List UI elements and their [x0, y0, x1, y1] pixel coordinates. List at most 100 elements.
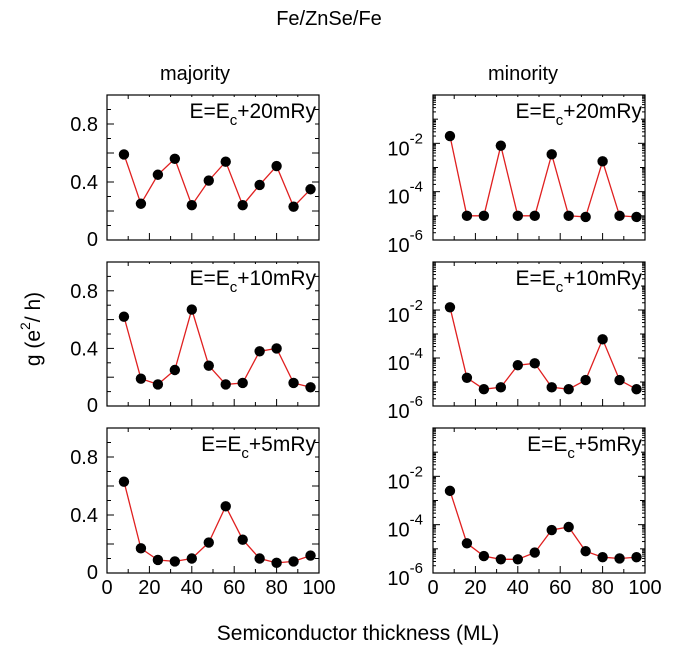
annotation-bg: [465, 264, 641, 292]
x-axis-label: Semiconductor thickness (ML): [217, 622, 499, 645]
data-point: [237, 534, 248, 545]
data-point: [271, 557, 282, 569]
data-point: [546, 382, 557, 393]
y-tick-label: 0.8: [70, 447, 98, 469]
data-point: [631, 552, 642, 563]
data-point: [220, 501, 231, 512]
series-line: [123, 307, 311, 388]
column-label-minority: minority: [488, 63, 558, 85]
energy-annotation: E=Ec+5mRy: [201, 433, 316, 462]
y-tick-label: 0.8: [70, 281, 98, 303]
data-point: [203, 175, 214, 186]
data-point: [597, 156, 608, 167]
data-point: [152, 554, 164, 566]
data-point: [288, 377, 299, 389]
data-point: [271, 160, 282, 172]
data-point: [305, 550, 316, 561]
energy-annotation: E=Ec+20mRy: [189, 100, 316, 129]
data-point: [444, 130, 456, 142]
data-point: [254, 179, 265, 191]
series-line: [449, 135, 637, 218]
data-point: [237, 377, 248, 389]
x-tick-label: 60: [549, 577, 571, 599]
annotation-bg: [139, 97, 315, 125]
data-point: [478, 384, 490, 395]
data-point: [529, 358, 540, 369]
data-point: [461, 538, 473, 549]
data-point: [444, 485, 456, 497]
data-point: [631, 211, 642, 223]
data-point: [186, 304, 197, 315]
data-point: [118, 149, 130, 160]
data-point: [529, 547, 540, 558]
data-point: [546, 149, 557, 160]
y-tick-label: 10-2: [387, 297, 423, 327]
data-point: [495, 554, 507, 565]
energy-annotation: E=Ec+10mRy: [515, 267, 642, 296]
x-tick-label: 80: [591, 577, 613, 599]
data-point: [614, 374, 625, 386]
data-point: [512, 210, 523, 222]
y-tick-label: 0.4: [70, 172, 98, 194]
data-point: [563, 521, 574, 533]
data-point: [135, 198, 147, 209]
data-point: [631, 384, 642, 395]
series-line: [449, 490, 637, 560]
y-tick-label: 10-2: [387, 463, 423, 493]
data-point: [169, 556, 181, 567]
y-tick-label: 0: [87, 229, 98, 251]
data-point: [305, 184, 316, 195]
data-point: [254, 346, 265, 357]
data-point: [597, 334, 608, 345]
figure-title: Fe/ZnSe/Fe: [276, 8, 382, 30]
panel-minority-middle: 10-6 10-4 10-2 E=Ec+10mRy: [387, 261, 646, 423]
data-point: [135, 373, 147, 384]
y-tick-label: 0.4: [70, 338, 98, 360]
data-point: [478, 550, 490, 562]
data-point: [495, 140, 507, 151]
data-point: [220, 379, 231, 390]
x-tick-label: 100: [628, 577, 661, 599]
y-tick-label: 10-2: [387, 130, 423, 160]
x-tick-label: 80: [265, 577, 287, 599]
series-line: [449, 307, 637, 390]
data-point: [444, 302, 456, 313]
data-point: [152, 379, 164, 390]
data-point: [546, 524, 557, 536]
annotation-bg: [139, 430, 315, 458]
data-point: [597, 552, 608, 563]
data-point: [237, 200, 248, 211]
x-tick-label: 0: [427, 577, 438, 599]
y-tick-label: 10-6: [387, 393, 423, 423]
data-point: [152, 169, 164, 180]
data-point: [512, 554, 523, 565]
x-tick-label: 0: [101, 577, 112, 599]
x-tick-label: 40: [181, 577, 203, 599]
x-tick-label: 20: [138, 577, 160, 599]
series-line: [123, 481, 311, 564]
data-point: [529, 210, 540, 222]
panel-minority-top: 10-6 10-4 10-2 E=Ec+20mRy: [387, 94, 646, 257]
data-point: [169, 153, 181, 164]
y-tick-label: 10-6: [387, 560, 423, 590]
x-tick-label: 60: [223, 577, 245, 599]
data-point: [614, 210, 625, 222]
data-point: [614, 553, 625, 564]
data-point: [186, 553, 197, 564]
data-point: [580, 211, 591, 223]
y-tick-label: 0: [87, 395, 98, 417]
x-tick-label: 20: [464, 577, 486, 599]
data-point: [186, 200, 197, 211]
panel-majority-middle: 0 0.4 0.8 E=Ec+10mRy: [70, 261, 320, 417]
data-point: [254, 553, 265, 564]
data-point: [478, 210, 490, 222]
data-point: [288, 556, 299, 567]
annotation-bg: [465, 97, 641, 125]
annotation-bg: [465, 430, 641, 458]
data-point: [118, 476, 130, 487]
series-line: [123, 154, 311, 208]
data-point: [305, 382, 316, 393]
panel-majority-top: 0 0.4 0.8 E=Ec+20mRy: [70, 94, 320, 251]
column-label-majority: majority: [160, 63, 230, 85]
